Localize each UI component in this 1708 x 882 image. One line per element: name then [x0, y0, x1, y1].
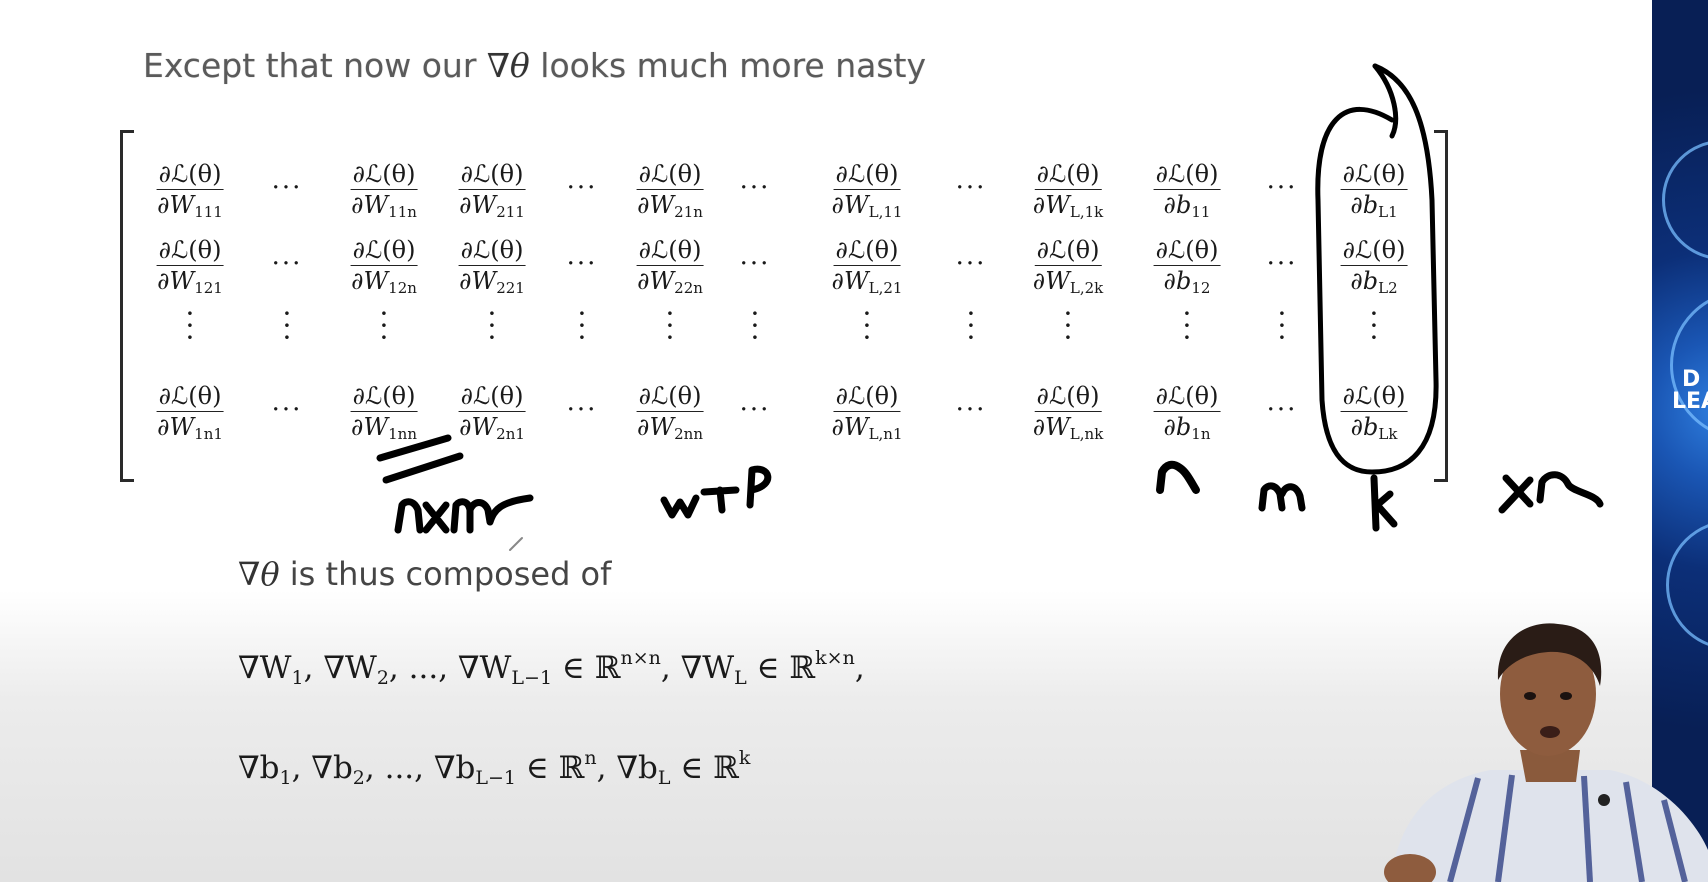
- matrix-vdots: · · ·: [862, 297, 872, 354]
- matrix-entry-partial-W-11n: ∂ℒ(θ) ∂W11n: [350, 160, 418, 221]
- presenter-hand: [1384, 854, 1436, 882]
- matrix-entry-partial-W-1nn: ∂ℒ(θ) ∂W1nn: [350, 382, 418, 443]
- composition-caption: ∇θ is thus composed of: [238, 555, 612, 593]
- matrix-vdots: · · ·: [1277, 297, 1287, 354]
- matrix-entry-partial-W-2nn: ∂ℒ(θ) ∂W2nn: [636, 382, 704, 443]
- banner-text-line1: D: [1682, 367, 1701, 392]
- matrix-hdots: ···: [955, 395, 987, 425]
- course-logo-banner: D LEA: [1652, 0, 1708, 882]
- matrix-vdots: · · ·: [577, 297, 587, 354]
- matrix-hdots: ···: [566, 395, 598, 425]
- matrix-hdots: ···: [1266, 395, 1298, 425]
- matrix-hdots: ···: [1266, 173, 1298, 203]
- presenter-left-eye: [1524, 692, 1536, 700]
- matrix-hdots: ···: [739, 395, 771, 425]
- shirt-stripe-4: [1623, 781, 1645, 882]
- matrix-entry-partial-W-12n: ∂ℒ(θ) ∂W12n: [350, 236, 418, 297]
- biases-gradient-equation: ∇b1, ∇b2, ..., ∇bL−1 ∈ ℝn, ∇bL ∈ ℝk: [238, 747, 751, 789]
- matrix-entry-partial-W-221: ∂ℒ(θ) ∂W221: [458, 236, 526, 297]
- matrix-entry-partial-b-1n: ∂ℒ(θ) ∂b1n: [1153, 382, 1221, 443]
- matrix-entry-partial-W-L21: ∂ℒ(θ) ∂WL,21: [831, 236, 903, 297]
- presenter-right-eye: [1560, 692, 1572, 700]
- matrix-entry-partial-W-Ln1: ∂ℒ(θ) ∂WL,n1: [831, 382, 903, 443]
- matrix-entry-partial-b-11: ∂ℒ(θ) ∂b11: [1153, 160, 1221, 221]
- matrix-hdots: ···: [566, 173, 598, 203]
- presenter-head: [1500, 632, 1596, 756]
- matrix-vdots: · · ·: [282, 297, 292, 354]
- presenter-shirt: [1390, 770, 1708, 882]
- presenter-hair: [1497, 623, 1602, 686]
- matrix-entry-partial-W-Lnk: ∂ℒ(θ) ∂WL,nk: [1032, 382, 1104, 443]
- matrix-hdots: ···: [566, 249, 598, 279]
- banner-ring-top: [1662, 140, 1708, 260]
- matrix-entry-partial-W-L1k: ∂ℒ(θ) ∂WL,1k: [1032, 160, 1104, 221]
- matrix-hdots: ···: [271, 249, 303, 279]
- weights-gradient-equation: ∇W1, ∇W2, ..., ∇WL−1 ∈ ℝn×n, ∇WL ∈ ℝk×n,: [238, 647, 865, 689]
- matrix-hdots: ···: [955, 249, 987, 279]
- shirt-stripe-1: [1447, 777, 1481, 882]
- banner-text-line2: LEA: [1672, 389, 1708, 414]
- matrix-vdots: · · ·: [487, 297, 497, 354]
- matrix-entry-partial-W-1n1: ∂ℒ(θ) ∂W1n1: [156, 382, 224, 443]
- matrix-left-bracket: [120, 130, 134, 482]
- shirt-stripe-5: [1661, 799, 1688, 882]
- matrix-hdots: ···: [271, 173, 303, 203]
- matrix-entry-partial-W-L11: ∂ℒ(θ) ∂WL,11: [831, 160, 903, 221]
- matrix-vdots: · · ·: [1182, 297, 1192, 354]
- matrix-entry-partial-W-111: ∂ℒ(θ) ∂W111: [156, 160, 224, 221]
- matrix-entry-partial-W-121: ∂ℒ(θ) ∂W121: [156, 236, 224, 297]
- matrix-entry-partial-W-L2k: ∂ℒ(θ) ∂WL,2k: [1032, 236, 1104, 297]
- slide-title: Except that now our ∇θ looks much more n…: [143, 46, 927, 85]
- shirt-stripe-3: [1581, 775, 1593, 882]
- presenter-neck: [1520, 750, 1580, 782]
- presenter-mouth: [1540, 726, 1560, 738]
- nabla-theta-symbol: ∇θ: [486, 46, 530, 85]
- presenter-video: [1384, 623, 1708, 882]
- matrix-hdots: ···: [955, 173, 987, 203]
- banner-ring-middle: [1670, 290, 1708, 440]
- matrix-right-bracket: [1434, 130, 1448, 482]
- matrix-vdots: · · ·: [1063, 297, 1073, 354]
- matrix-vdots: · · ·: [379, 297, 389, 354]
- matrix-entry-partial-b-L1: ∂ℒ(θ) ∂bL1: [1340, 160, 1408, 221]
- matrix-hdots: ···: [739, 173, 771, 203]
- matrix-hdots: ···: [1266, 249, 1298, 279]
- matrix-vdots: · · ·: [966, 297, 976, 354]
- matrix-vdots: · · ·: [750, 297, 760, 354]
- shirt-stripe-2: [1495, 774, 1515, 882]
- matrix-entry-partial-b-12: ∂ℒ(θ) ∂b12: [1153, 236, 1221, 297]
- matrix-vdots: · · ·: [665, 297, 675, 354]
- matrix-hdots: ···: [739, 249, 771, 279]
- matrix-entry-partial-W-211: ∂ℒ(θ) ∂W211: [458, 160, 526, 221]
- matrix-entry-partial-W-21n: ∂ℒ(θ) ∂W21n: [636, 160, 704, 221]
- matrix-entry-partial-b-L2: ∂ℒ(θ) ∂bL2: [1340, 236, 1408, 297]
- matrix-entry-partial-b-Lk: ∂ℒ(θ) ∂bLk: [1340, 382, 1408, 443]
- matrix-entry-partial-W-22n: ∂ℒ(θ) ∂W22n: [636, 236, 704, 297]
- matrix-entry-partial-W-2n1: ∂ℒ(θ) ∂W2n1: [458, 382, 526, 443]
- matrix-vdots: · · ·: [1369, 297, 1379, 354]
- matrix-vdots: · · ·: [185, 297, 195, 354]
- matrix-hdots: ···: [271, 395, 303, 425]
- lapel-microphone: [1598, 794, 1610, 806]
